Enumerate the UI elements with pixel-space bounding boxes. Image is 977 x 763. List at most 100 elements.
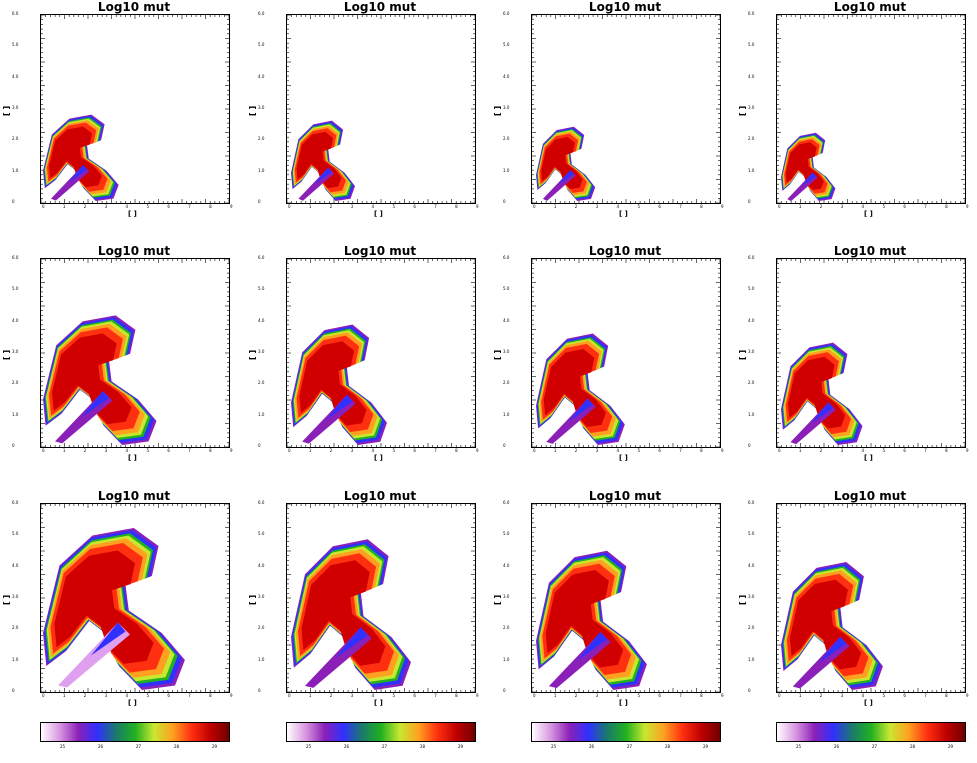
x-tick-label: 2 (83, 448, 87, 453)
x-tick-label: 0 (778, 693, 781, 698)
heatmap-svg (777, 504, 965, 692)
x-tick-label: 4 (125, 693, 129, 698)
y-tick-label: 4.0 (503, 562, 510, 568)
x-axis-label: [ ] (128, 210, 137, 218)
x-axis-label: [ ] (619, 699, 628, 707)
x-tick-label: 6 (167, 204, 170, 209)
chart-panel: Log10 mut 0 1.0 2.0 3.0 4.0 5.0 6.0 0 1 2 3 4 5… (246, 0, 494, 228)
x-tick-label: 0 (42, 693, 45, 698)
y-tick-label: 3.0 (503, 594, 510, 599)
plot-area (286, 503, 476, 693)
y-tick-label: 6.0 (258, 500, 265, 505)
y-tick-label: 4.0 (258, 562, 265, 568)
x-tick-label: 8 (209, 448, 212, 453)
x-tick-label: 1 (62, 204, 66, 209)
y-tick-label: 2.0 (503, 625, 510, 631)
x-axis-label: [ ] (864, 699, 873, 707)
chart-panel: Log10 mut 0 1.0 2.0 3.0 4.0 5.0 6.0 0 1 2 3 4 5… (491, 244, 739, 472)
jet-core (81, 391, 109, 418)
x-tick-label: 6 (413, 204, 416, 209)
x-tick-label: 1 (553, 204, 557, 209)
y-tick-label: 0 (748, 199, 751, 204)
colorbar-tick-label: 27 (627, 744, 633, 749)
y-tick-label: 2.0 (748, 625, 755, 631)
heatmap-svg (287, 15, 475, 203)
x-tick-label: 2 (819, 693, 823, 698)
y-axis-label: [ ] (738, 594, 747, 605)
chart-panel: Log10 mut 0 1.0 2.0 3.0 4.0 5.0 6.0 0 1 2 3 4 5… (0, 244, 248, 472)
x-tick-label: 4 (616, 448, 620, 453)
y-tick-label: 5.0 (12, 531, 19, 537)
x-axis-label: [ ] (128, 454, 137, 462)
x-tick-label: 6 (413, 693, 416, 698)
x-axis-label: [ ] (619, 210, 628, 218)
y-tick-label: 2.0 (258, 380, 265, 386)
x-tick-label: 9 (966, 693, 969, 698)
x-tick-label: 3 (350, 204, 354, 209)
chart-title: Log10 mut (588, 0, 662, 14)
plot-area (776, 503, 966, 693)
y-tick-label: 0 (12, 199, 15, 204)
x-tick-label: 3 (840, 693, 844, 698)
y-tick-label: 5.0 (748, 286, 755, 292)
x-tick-label: 8 (945, 204, 948, 209)
x-tick-label: 2 (83, 204, 87, 209)
y-tick-label: 1.0 (503, 167, 510, 173)
y-tick-label: 1.0 (748, 411, 755, 417)
jet-core (558, 170, 574, 186)
y-tick-label: 2.0 (748, 380, 755, 386)
x-tick-label: 2 (574, 204, 578, 209)
x-tick-label: 5 (146, 448, 149, 453)
x-tick-label: 3 (840, 204, 844, 209)
x-tick-label: 3 (350, 448, 354, 453)
y-tick-label: 0 (503, 199, 506, 204)
chart-title: Log10 mut (343, 0, 417, 14)
x-tick-label: 8 (945, 448, 948, 453)
x-tick-label: 3 (350, 693, 354, 698)
chart-panel: Log10 mut 0 1.0 2.0 3.0 4.0 5.0 6.0 0 1 2 3 4 5… (246, 244, 494, 472)
colorbar-tick-label: 27 (382, 744, 388, 749)
x-axis-label: [ ] (374, 699, 383, 707)
x-tick-label: 2 (574, 448, 578, 453)
x-tick-label: 4 (371, 448, 375, 453)
y-tick-label: 3.0 (503, 105, 510, 110)
y-tick-label: 2.0 (12, 625, 19, 631)
plot-area (531, 258, 721, 448)
x-tick-label: 1 (553, 448, 557, 453)
heatmap-svg (777, 259, 965, 447)
y-axis-label: [ ] (2, 349, 11, 360)
y-tick-label: 4.0 (258, 317, 265, 323)
x-tick-label: 4 (371, 204, 375, 209)
y-tick-label: 0 (258, 199, 261, 204)
y-tick-label: 2.0 (12, 136, 19, 142)
jet-core (569, 398, 593, 422)
y-tick-label: 6.0 (12, 11, 19, 16)
y-axis-label: [ ] (493, 105, 502, 116)
x-tick-label: 0 (778, 448, 781, 453)
y-axis-label: [ ] (738, 349, 747, 360)
x-tick-label: 8 (700, 448, 703, 453)
y-tick-label: 1.0 (503, 656, 510, 662)
heatmap-svg (41, 504, 229, 692)
x-tick-label: 4 (125, 448, 129, 453)
x-tick-label: 6 (903, 448, 906, 453)
x-tick-label: 8 (455, 693, 458, 698)
chart-title: Log10 mut (833, 0, 907, 14)
colorbar-tick-label: 28 (910, 744, 916, 749)
x-tick-label: 7 (679, 204, 682, 209)
y-tick-label: 6.0 (258, 255, 265, 260)
heatmap-svg (532, 259, 720, 447)
y-tick-label: 0 (12, 443, 15, 448)
x-tick-label: 5 (637, 448, 640, 453)
y-tick-label: 6.0 (748, 255, 755, 260)
x-tick-label: 8 (700, 204, 703, 209)
colorbar (286, 722, 476, 742)
y-tick-label: 1.0 (258, 411, 265, 417)
x-tick-label: 5 (392, 204, 395, 209)
colorbar-tick-label: 27 (136, 744, 142, 749)
jet-core (91, 622, 126, 656)
y-tick-label: 2.0 (503, 380, 510, 386)
x-axis-label: [ ] (374, 210, 383, 218)
y-tick-label: 1.0 (12, 656, 19, 662)
y-tick-label: 3.0 (748, 594, 755, 599)
